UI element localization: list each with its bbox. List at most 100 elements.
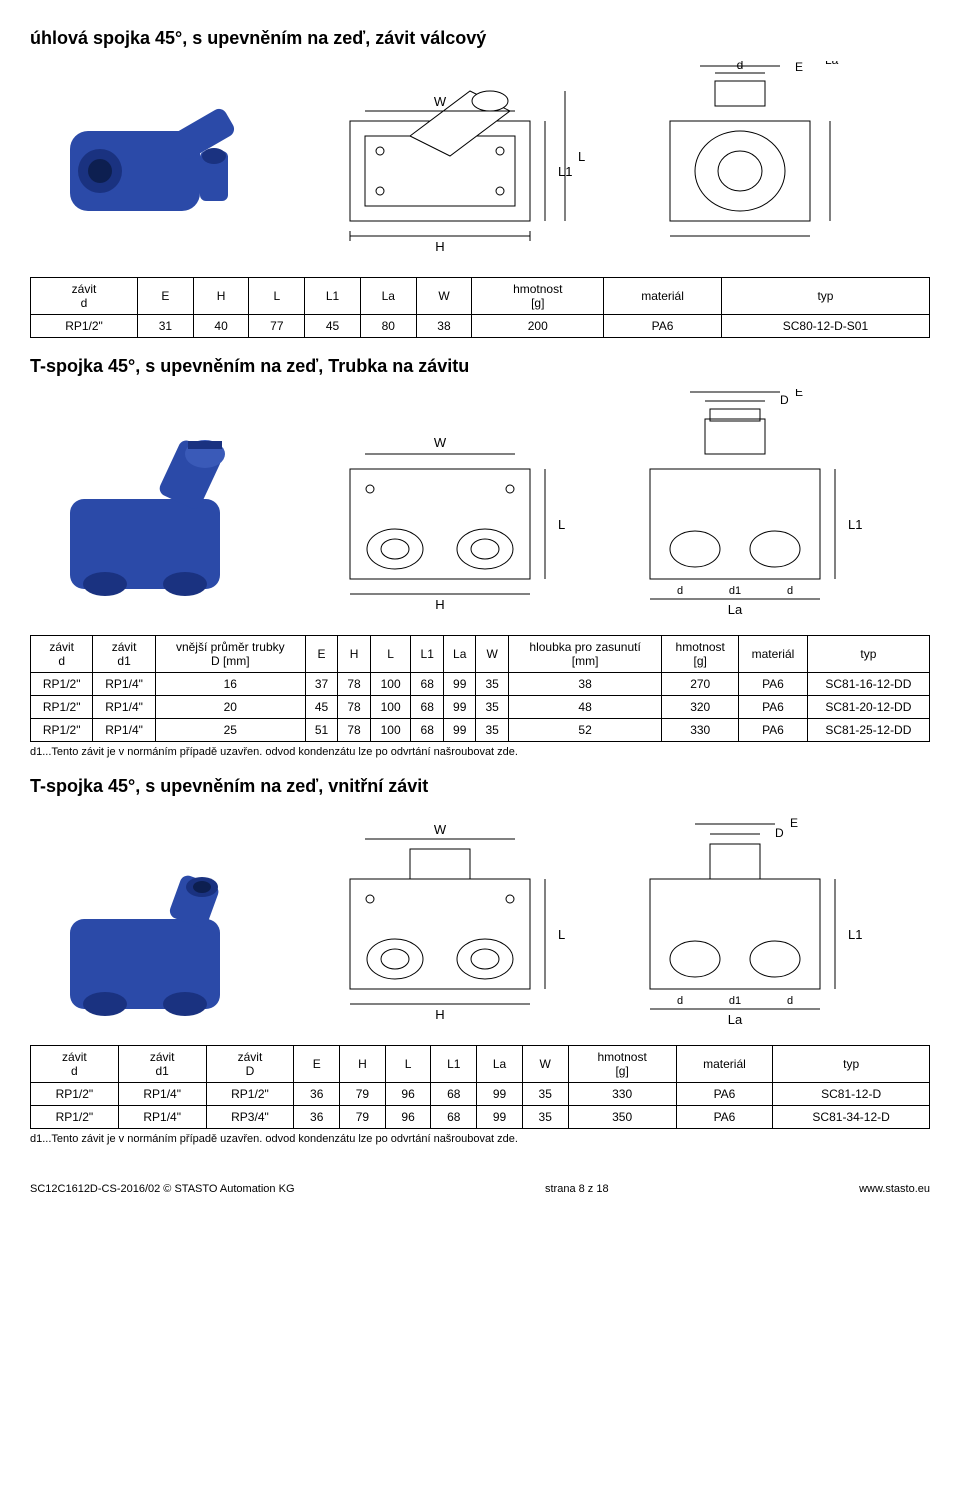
table-header: W bbox=[522, 1046, 568, 1083]
table-cell: 330 bbox=[662, 719, 739, 742]
table-cell: RP1/2" bbox=[206, 1083, 294, 1106]
table-header: hmotnost[g] bbox=[662, 636, 739, 673]
label-La: La bbox=[825, 61, 839, 67]
table-cell: SC81-20-12-DD bbox=[807, 696, 929, 719]
table-cell: 77 bbox=[249, 315, 305, 338]
table-cell: 36 bbox=[294, 1106, 340, 1129]
table-cell: 68 bbox=[431, 1106, 477, 1129]
label-H: H bbox=[435, 597, 444, 612]
table-cell: RP1/2" bbox=[31, 315, 138, 338]
table-cell: 40 bbox=[193, 315, 249, 338]
table-cell: PA6 bbox=[739, 719, 808, 742]
table-cell: 68 bbox=[411, 673, 443, 696]
section2-table: závitdzávitd1vnější průměr trubkyD [mm]E… bbox=[30, 635, 930, 742]
table-cell: 31 bbox=[138, 315, 194, 338]
table-cell: 99 bbox=[477, 1106, 523, 1129]
table-cell: 25 bbox=[155, 719, 305, 742]
table-cell: RP1/4" bbox=[118, 1083, 206, 1106]
table-cell: 38 bbox=[508, 673, 661, 696]
table-cell: 37 bbox=[305, 673, 337, 696]
label-d1: d1 bbox=[729, 585, 741, 597]
table-cell: 51 bbox=[305, 719, 337, 742]
table-row: RP1/2"RP1/4"RP1/2"367996689935330PA6SC81… bbox=[31, 1083, 930, 1106]
table-cell: 96 bbox=[385, 1083, 431, 1106]
table-cell: PA6 bbox=[739, 673, 808, 696]
table-cell: RP1/2" bbox=[31, 1083, 119, 1106]
section1-diagram-side: d E La bbox=[620, 61, 880, 261]
section3-title: T-spojka 45°, s upevněním na zeď, vnitřn… bbox=[30, 776, 930, 797]
table-header: závitd bbox=[31, 636, 93, 673]
table-cell: RP3/4" bbox=[206, 1106, 294, 1129]
table-header: závitd1 bbox=[118, 1046, 206, 1083]
section3-diagram-front: H W L bbox=[310, 819, 590, 1029]
label-H: H bbox=[435, 239, 444, 254]
table-cell: 78 bbox=[338, 673, 370, 696]
table-cell: 16 bbox=[155, 673, 305, 696]
section2-diagram-front: H W L bbox=[310, 399, 590, 619]
table-cell: RP1/4" bbox=[118, 1106, 206, 1129]
table-cell: 20 bbox=[155, 696, 305, 719]
section2-product-photo bbox=[30, 419, 290, 619]
label-d: d bbox=[677, 995, 683, 1007]
table-header: L1 bbox=[431, 1046, 477, 1083]
table-cell: 45 bbox=[305, 315, 361, 338]
table-cell: PA6 bbox=[739, 696, 808, 719]
table-cell: SC81-34-12-D bbox=[773, 1106, 930, 1129]
label-L: L bbox=[558, 517, 565, 532]
table-cell: 99 bbox=[477, 1083, 523, 1106]
table-cell: 330 bbox=[568, 1083, 676, 1106]
table-header: W bbox=[416, 278, 472, 315]
table-cell: RP1/4" bbox=[93, 673, 155, 696]
table-header: La bbox=[477, 1046, 523, 1083]
table-cell: 96 bbox=[385, 1106, 431, 1129]
label-La: La bbox=[728, 602, 743, 617]
table-cell: PA6 bbox=[676, 1083, 773, 1106]
page-footer: SC12C1612D-CS-2016/02 © STASTO Automatio… bbox=[30, 1175, 930, 1195]
table-header: H bbox=[338, 636, 370, 673]
table-cell: 48 bbox=[508, 696, 661, 719]
label-L1: L1 bbox=[848, 927, 862, 942]
section1-table: závitdEHLL1LaWhmotnost[g]materiáltyp RP1… bbox=[30, 277, 930, 338]
section2-footnote: d1...Tento závit je v normáním případě u… bbox=[30, 746, 930, 758]
table-cell: 36 bbox=[294, 1083, 340, 1106]
table-header: E bbox=[305, 636, 337, 673]
label-d: d bbox=[787, 995, 793, 1007]
table-cell: 99 bbox=[443, 696, 475, 719]
table-header: E bbox=[138, 278, 194, 315]
table-cell: 270 bbox=[662, 673, 739, 696]
table-header: závitd bbox=[31, 278, 138, 315]
table-cell: 80 bbox=[360, 315, 416, 338]
label-L1: L1 bbox=[848, 517, 862, 532]
table-header: vnější průměr trubkyD [mm] bbox=[155, 636, 305, 673]
section3-images: H W L La d d1 d L1 D E bbox=[30, 809, 930, 1029]
table-header: E bbox=[294, 1046, 340, 1083]
table-cell: 35 bbox=[522, 1106, 568, 1129]
table-cell: SC81-12-D bbox=[773, 1083, 930, 1106]
table-header: La bbox=[443, 636, 475, 673]
table-header: závitd bbox=[31, 1046, 119, 1083]
table-cell: 78 bbox=[338, 696, 370, 719]
section2-images: H W L La d d1 d L1 D E bbox=[30, 389, 930, 619]
table-header: L1 bbox=[305, 278, 361, 315]
table-cell: 79 bbox=[340, 1106, 386, 1129]
table-cell: RP1/2" bbox=[31, 1106, 119, 1129]
label-La: La bbox=[728, 1012, 743, 1027]
table-cell: RP1/4" bbox=[93, 696, 155, 719]
table-header: L bbox=[370, 636, 411, 673]
table-header: L1 bbox=[411, 636, 443, 673]
label-d: d bbox=[787, 585, 793, 597]
table-cell: 200 bbox=[472, 315, 604, 338]
section1-diagram-front: H W L1 L bbox=[310, 61, 600, 261]
label-E: E bbox=[790, 816, 798, 830]
table-cell: 79 bbox=[340, 1083, 386, 1106]
table-header: typ bbox=[773, 1046, 930, 1083]
label-d: d bbox=[677, 585, 683, 597]
table-cell: 35 bbox=[476, 719, 508, 742]
table-header: materiál bbox=[604, 278, 722, 315]
table-cell: SC81-25-12-DD bbox=[807, 719, 929, 742]
table-cell: 35 bbox=[476, 673, 508, 696]
table-cell: PA6 bbox=[604, 315, 722, 338]
footer-right: www.stasto.eu bbox=[859, 1183, 930, 1195]
label-W: W bbox=[434, 822, 447, 837]
table-row: RP1/2"RP1/4"20457810068993548320PA6SC81-… bbox=[31, 696, 930, 719]
